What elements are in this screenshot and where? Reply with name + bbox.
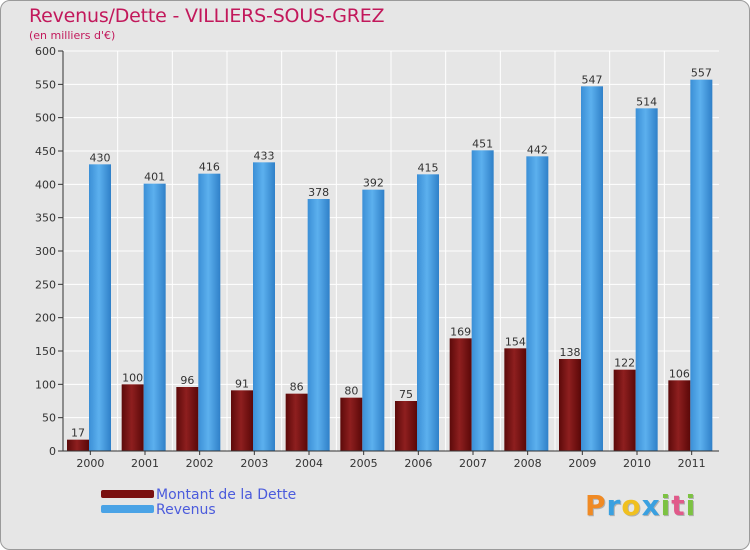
x-axis: 2000 2001 2002 2003 2004 2005 2006 2007 2008 2009… (63, 450, 719, 470)
data-label-debt: 17 (71, 427, 85, 440)
bar-revenus (471, 150, 494, 452)
x-tick-label: 2001 (131, 457, 159, 470)
bar-debt (395, 401, 417, 451)
data-label-revenus: 415 (418, 161, 439, 174)
bar-revenus (362, 189, 385, 451)
bar-debt (121, 384, 144, 451)
bar-revenus (143, 183, 166, 451)
data-label-debt: 96 (180, 374, 194, 387)
data-label-debt: 154 (505, 335, 526, 348)
x-tick-label: 2004 (295, 457, 323, 470)
x-tick-label: 2006 (404, 457, 432, 470)
x-tick-label: 2009 (568, 457, 596, 470)
x-tick-label: 2003 (240, 457, 268, 470)
y-axis: 0 50 100 150 200 250 300 350 400 450 500 550 600 (35, 45, 64, 458)
y-tick-label: 400 (35, 178, 56, 191)
data-label-revenus: 392 (363, 177, 384, 190)
data-label-revenus: 430 (90, 151, 111, 164)
logo-letter: x (641, 489, 661, 522)
y-tick-label: 250 (35, 278, 56, 291)
bar-debt (559, 359, 581, 451)
data-label-revenus: 547 (582, 73, 603, 86)
x-tick-label: 2007 (459, 457, 487, 470)
bar-debt (176, 387, 199, 451)
x-tick-label: 2010 (623, 457, 651, 470)
bars: 17 430 100 401 96 416 91 433 86 378 80 392 75 415 169 4… (67, 67, 713, 452)
bar-debt (67, 439, 89, 451)
y-tick-label: 350 (35, 212, 56, 225)
bar-revenus (89, 164, 111, 452)
bar-revenus (526, 156, 549, 452)
data-label-revenus: 514 (636, 95, 657, 108)
y-tick-label: 450 (35, 145, 56, 158)
data-label-debt: 86 (290, 381, 304, 394)
y-tick-label: 0 (49, 445, 56, 458)
data-label-debt: 122 (614, 357, 635, 370)
logo-letter: i (660, 489, 672, 522)
bar-debt (285, 393, 308, 451)
y-tick-label: 200 (35, 312, 56, 325)
logo-letter: t (671, 489, 686, 522)
proxiti-logo: Proxiti (585, 489, 696, 522)
bar-revenus (417, 174, 439, 452)
logo-letter: i (685, 489, 697, 522)
bar-revenus (690, 79, 713, 452)
y-tick-label: 500 (35, 112, 56, 125)
bar-debt (340, 397, 363, 451)
chart-subtitle: (en milliers d'€) (29, 29, 116, 42)
data-label-revenus: 557 (691, 67, 712, 80)
bar-revenus (198, 173, 221, 451)
bar-revenus (581, 86, 603, 451)
x-tick-label: 2008 (514, 457, 542, 470)
logo-letter: r (606, 489, 622, 522)
bar-revenus (307, 199, 330, 451)
data-label-debt: 80 (344, 385, 358, 398)
data-label-revenus: 451 (472, 137, 493, 150)
legend-label-debt: Montant de la Dette (156, 487, 297, 503)
data-label-revenus: 416 (199, 161, 220, 174)
bar-debt (231, 390, 253, 451)
y-tick-label: 100 (35, 378, 56, 391)
data-label-debt: 138 (560, 346, 581, 359)
grid-lines (63, 50, 719, 452)
x-tick-label: 2011 (678, 457, 706, 470)
bar-debt (449, 338, 472, 451)
data-label-revenus: 401 (144, 171, 165, 184)
logo-letter: o (621, 489, 642, 522)
data-label-debt: 100 (122, 371, 143, 384)
data-label-revenus: 442 (527, 143, 548, 156)
bar-debt (504, 348, 527, 451)
data-label-debt: 91 (235, 377, 249, 390)
y-tick-label: 150 (35, 345, 56, 358)
bar-revenus (253, 162, 275, 452)
y-tick-label: 600 (35, 45, 56, 58)
legend-label-revenus: Revenus (156, 502, 216, 518)
y-tick-label: 50 (42, 412, 56, 425)
logo-letter: P (585, 489, 607, 522)
data-label-revenus: 378 (308, 186, 329, 199)
x-tick-label: 2002 (186, 457, 214, 470)
legend-swatch-revenus (101, 505, 154, 513)
legend-swatch-debt (101, 490, 154, 498)
bar-debt (613, 369, 636, 451)
data-label-debt: 75 (399, 388, 413, 401)
bar-debt (668, 380, 691, 451)
data-label-debt: 106 (669, 367, 690, 380)
data-label-revenus: 433 (254, 149, 275, 162)
bar-revenus (635, 108, 658, 451)
x-tick-label: 2005 (350, 457, 378, 470)
y-tick-label: 550 (35, 78, 56, 91)
y-tick-label: 300 (35, 245, 56, 258)
data-label-debt: 169 (450, 325, 471, 338)
x-tick-label: 2000 (76, 457, 104, 470)
chart-title: Revenus/Dette - VILLIERS-SOUS-GREZ (29, 5, 385, 27)
